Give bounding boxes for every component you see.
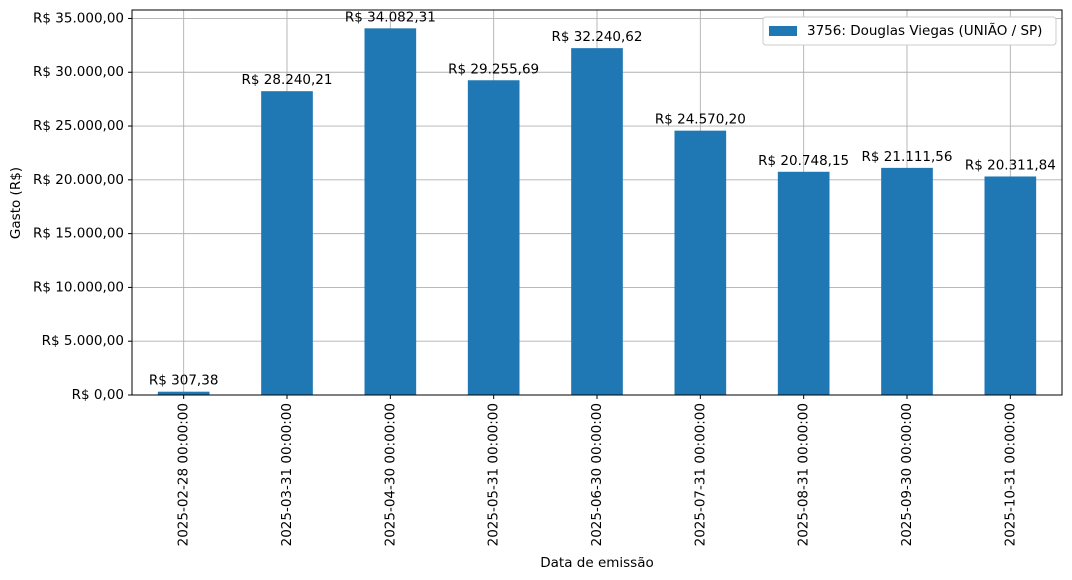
value-label: R$ 307,38	[149, 373, 219, 389]
bar	[984, 176, 1037, 395]
value-label: R$ 32.240,62	[552, 29, 643, 45]
bar	[261, 91, 313, 395]
bar	[364, 28, 417, 395]
x-tick-label: 2025-03-31 00:00:00	[279, 403, 295, 546]
bar	[157, 391, 210, 395]
x-tick-label: 2025-02-28 00:00:00	[176, 403, 192, 546]
y-tick-label: R$ 0,00	[72, 387, 124, 403]
y-axis-label: Gasto (R$)	[8, 167, 24, 239]
y-tick-label: R$ 15.000,00	[33, 226, 124, 242]
x-axis-label: Data de emissão	[540, 555, 654, 571]
value-label: R$ 20.311,84	[965, 157, 1056, 173]
value-label: R$ 24.570,20	[655, 112, 746, 128]
x-tick-label: 2025-09-30 00:00:00	[899, 403, 915, 546]
legend: 3756: Douglas Viegas (UNIÃO / SP)	[762, 16, 1057, 46]
plot-frame	[131, 9, 1063, 396]
y-tick-label: R$ 5.000,00	[42, 333, 124, 349]
value-label: R$ 29.255,69	[448, 61, 539, 77]
x-tick-label: 2025-08-31 00:00:00	[796, 403, 812, 546]
legend-label: 3756: Douglas Viegas (UNIÃO / SP)	[807, 22, 1042, 39]
x-tick-label: 2025-10-31 00:00:00	[1002, 403, 1018, 546]
legend-swatch	[769, 26, 797, 36]
bar	[467, 80, 520, 395]
legend-box	[762, 16, 1057, 46]
y-tick-label: R$ 25.000,00	[33, 118, 124, 134]
x-tick-label: 2025-07-31 00:00:00	[692, 403, 708, 546]
bar	[777, 171, 830, 395]
bar	[571, 48, 623, 395]
value-label: R$ 20.748,15	[758, 153, 849, 169]
bars	[157, 28, 1037, 395]
x-tick-label: 2025-06-30 00:00:00	[589, 403, 605, 546]
value-label: R$ 34.082,31	[345, 9, 436, 25]
y-tick-label: R$ 30.000,00	[33, 64, 124, 80]
x-tick-label: 2025-05-31 00:00:00	[486, 403, 502, 546]
y-tick-label: R$ 20.000,00	[33, 172, 124, 188]
value-label: R$ 28.240,21	[242, 72, 333, 88]
y-tick-label: R$ 10.000,00	[33, 279, 124, 295]
x-tick-label: 2025-04-30 00:00:00	[382, 403, 398, 546]
bar	[674, 130, 727, 395]
bar	[881, 167, 933, 395]
y-tick-label: R$ 35.000,00	[33, 10, 124, 26]
value-label: R$ 21.111,56	[862, 149, 953, 165]
